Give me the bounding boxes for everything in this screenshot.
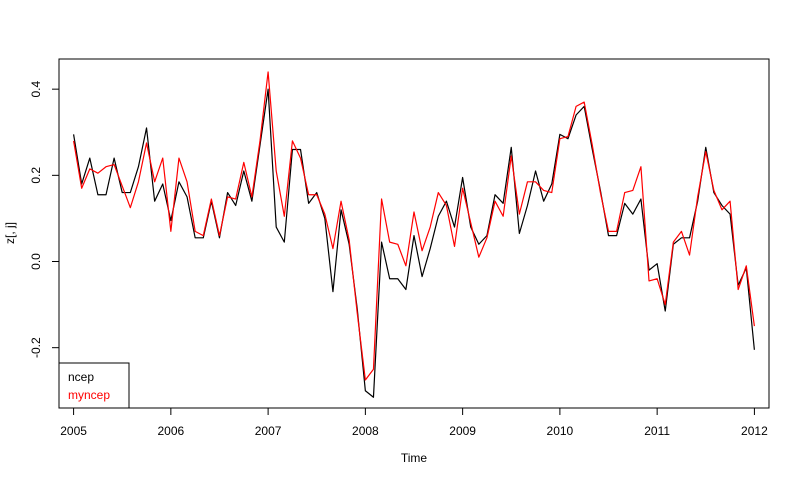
series-line-ncep [72,88,755,398]
x-tick-label: 2011 [644,424,670,438]
y-axis-title: z[, j] [3,222,17,244]
x-axis-title: Time [401,451,428,465]
x-tick-label: 2008 [352,424,379,438]
x-tick-label: 2006 [157,424,184,438]
y-axis: -0.2 0.0 0.2 0.4 [29,80,60,358]
legend-label-ncep: ncep [68,370,94,384]
x-tick-label: 2007 [255,424,282,438]
series-line-myncep [72,71,755,381]
legend-box [58,362,130,409]
plot-box [58,58,770,409]
y-tick-label: 0.2 [29,167,43,184]
y-tick-label: -0.2 [29,337,43,358]
x-tick-label: 2009 [449,424,476,438]
x-tick-label: 2012 [741,424,768,438]
legend: ncep myncep [58,362,130,409]
legend-label-myncep: myncep [68,388,110,402]
y-tick-label: 0.0 [29,253,43,270]
x-tick-label: 2010 [547,424,574,438]
series-lines [72,71,755,398]
y-tick-label: 0.4 [29,80,43,97]
x-tick-label: 2005 [60,424,87,438]
x-axis: 2005 2006 2007 2008 2009 2010 2011 2012 [60,407,768,438]
